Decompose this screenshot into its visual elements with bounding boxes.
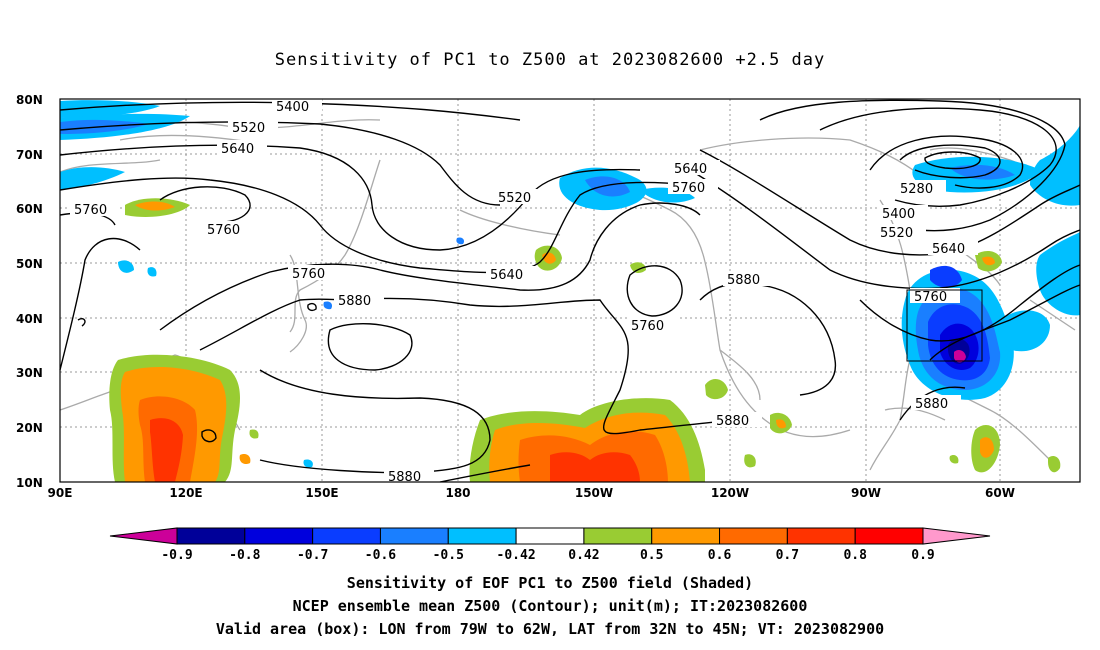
colorbar-label: -0.9 bbox=[161, 548, 192, 563]
contour-label: 5880 bbox=[388, 470, 421, 485]
contour-label: 5640 bbox=[932, 242, 965, 257]
contour-label: 5760 bbox=[672, 181, 705, 196]
contour-label: 5760 bbox=[631, 319, 664, 334]
contour-label: 5520 bbox=[232, 121, 265, 136]
lon-axis: 90E 120E 150E 180 150W 120W 90W 60W bbox=[48, 486, 1015, 500]
lat-tick-label: 80N bbox=[16, 93, 43, 107]
colorbar-label: -0.8 bbox=[229, 548, 260, 563]
colorbar-segment bbox=[719, 527, 788, 545]
footer-line-3: Valid area (box): LON from 79W to 62W, L… bbox=[215, 620, 885, 638]
lon-tick-label: 120E bbox=[169, 486, 202, 500]
contour-label: 5760 bbox=[74, 203, 107, 218]
colorbar-label: -0.7 bbox=[297, 548, 328, 563]
lon-tick-label: 60W bbox=[985, 486, 1015, 500]
colorbar-label: 0.5 bbox=[640, 548, 663, 563]
footer-line-2: NCEP ensemble mean Z500 (Contour); unit(… bbox=[292, 597, 808, 615]
contour-label: 5760 bbox=[914, 290, 947, 305]
colorbar-segment bbox=[583, 527, 653, 545]
contour-label: 5520 bbox=[880, 226, 913, 241]
colorbar-segment bbox=[515, 527, 585, 545]
map-title: Sensitivity of PC1 to Z500 at 2023082600… bbox=[274, 50, 826, 70]
colorbar-segment bbox=[651, 527, 721, 545]
colorbar-label: 0.42 bbox=[568, 548, 599, 563]
lon-tick-label: 150E bbox=[305, 486, 338, 500]
lat-tick-label: 20N bbox=[16, 421, 43, 435]
colorbar-label: 0.8 bbox=[843, 548, 867, 563]
contour-labels: 5400 5520 5640 5760 5760 5520 5640 5760 … bbox=[70, 98, 978, 485]
lon-tick-label: 180 bbox=[445, 486, 470, 500]
colorbar-label: 0.6 bbox=[708, 548, 732, 563]
lat-tick-label: 40N bbox=[16, 312, 43, 326]
contour-label: 5880 bbox=[915, 397, 948, 412]
colorbar-segment bbox=[922, 527, 991, 545]
contour-label: 5640 bbox=[674, 162, 707, 177]
lon-tick-label: 90E bbox=[48, 486, 73, 500]
colorbar-label: -0.42 bbox=[497, 548, 536, 563]
lat-tick-label: 10N bbox=[16, 476, 43, 490]
lon-tick-label: 120W bbox=[711, 486, 749, 500]
lon-tick-label: 150W bbox=[575, 486, 613, 500]
contour-label: 5760 bbox=[207, 223, 240, 238]
colorbar-segment bbox=[379, 527, 449, 545]
colorbar-label: -0.5 bbox=[433, 548, 464, 563]
colorbar-segment bbox=[244, 527, 314, 545]
contour-label: 5880 bbox=[716, 414, 749, 429]
valid-area-box bbox=[906, 289, 983, 362]
contour-label: 5880 bbox=[338, 294, 371, 309]
lon-tick-label: 90W bbox=[851, 486, 881, 500]
lat-tick-label: 30N bbox=[16, 366, 43, 380]
contour-label: 5400 bbox=[276, 100, 309, 115]
lat-tick-label: 50N bbox=[16, 257, 43, 271]
lat-tick-label: 70N bbox=[16, 148, 43, 162]
contour-label: 5400 bbox=[882, 207, 915, 222]
footer-line-1: Sensitivity of EOF PC1 to Z500 field (Sh… bbox=[346, 574, 754, 592]
contour-label: 5640 bbox=[221, 142, 254, 157]
z500-contours bbox=[59, 99, 1081, 483]
colorbar-segment bbox=[447, 527, 517, 545]
colorbar-segment bbox=[786, 527, 856, 545]
contour-label: 5880 bbox=[727, 273, 760, 288]
colorbar-label: 0.9 bbox=[911, 548, 934, 563]
lat-axis: 80N 70N 60N 50N 40N 30N 20N 10N bbox=[16, 93, 43, 490]
colorbar-label: 0.7 bbox=[776, 548, 799, 563]
colorbar: -0.9 -0.8 -0.7 -0.6 -0.5 -0.42 0.42 0.5 0.6 0.7 0.… bbox=[109, 527, 991, 563]
colorbar-segment bbox=[854, 527, 924, 545]
colorbar-segment bbox=[109, 527, 178, 545]
contour-label: 5520 bbox=[498, 191, 531, 206]
contour-label: 5760 bbox=[292, 267, 325, 282]
colorbar-segment bbox=[312, 527, 381, 545]
colorbar-segment bbox=[176, 527, 246, 545]
contour-label: 5280 bbox=[900, 182, 933, 197]
lat-tick-label: 60N bbox=[16, 202, 43, 216]
contour-label: 5640 bbox=[490, 268, 523, 283]
colorbar-label: -0.6 bbox=[365, 548, 396, 563]
